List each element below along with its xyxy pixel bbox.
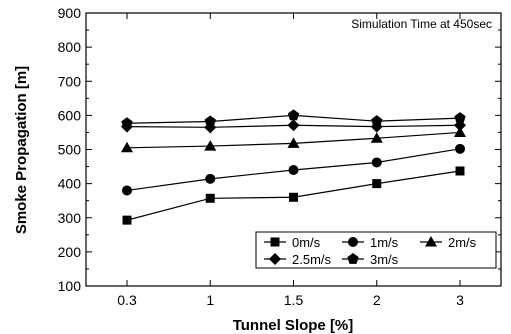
data-point [287, 119, 300, 132]
legend-label: 1m/s [370, 235, 399, 250]
data-point [454, 112, 466, 123]
y-axis: 100 200 300 400 500 600 700 800 900 [58, 5, 501, 294]
series-1m/s [122, 143, 465, 196]
x-axis: 0.3 1 1.5 2 3 [117, 13, 464, 308]
legend-entry: 2.5m/s [264, 252, 332, 267]
legend-label: 3m/s [370, 252, 399, 267]
data-point [287, 137, 300, 148]
data-point [455, 143, 465, 154]
chart-annotation: Simulation Time at 450sec [351, 17, 492, 31]
data-point [371, 157, 382, 168]
data-point [121, 117, 133, 129]
data-point [370, 132, 383, 143]
series-2m/s [121, 126, 466, 153]
data-point [204, 140, 217, 151]
y-tick-label: 800 [58, 39, 82, 55]
y-tick-label: 100 [58, 278, 82, 294]
x-tick-label: 1 [206, 292, 214, 308]
data-point [121, 141, 133, 153]
y-tick-label: 300 [58, 210, 82, 226]
legend: 0m/s 1m/s 2m/s 2.5m/s 3m/s [255, 231, 497, 269]
x-tick-label: 3 [456, 292, 464, 308]
x-axis-title: Tunnel Slope [%] [233, 317, 354, 334]
data-point [204, 115, 216, 127]
data-point [455, 166, 465, 176]
series-0m/s [122, 166, 465, 225]
x-tick-label: 2 [373, 292, 381, 308]
legend-marker [269, 253, 281, 265]
legend-label: 0m/s [292, 235, 321, 250]
y-tick-label: 700 [58, 73, 82, 89]
legend-entry: 0m/s [264, 235, 321, 250]
legend-label: 2m/s [448, 235, 477, 250]
legend-entry: 3m/s [342, 252, 399, 267]
data-point [289, 192, 298, 202]
data-point [371, 115, 383, 127]
data-point [454, 126, 466, 137]
y-tick-label: 200 [58, 244, 82, 260]
data-point [287, 109, 300, 121]
data-point [205, 173, 216, 184]
y-axis-title: Smoke Propagation [m] [13, 66, 30, 234]
legend-label: 2.5m/s [292, 252, 332, 267]
series-layer [121, 109, 466, 225]
data-point [372, 179, 382, 189]
series-3m/s [121, 109, 466, 129]
y-tick-label: 900 [58, 5, 82, 21]
data-point [122, 215, 132, 225]
data-point [288, 164, 299, 175]
legend-entry: 2m/s [420, 235, 477, 250]
data-point [205, 193, 215, 203]
legend-marker [347, 253, 359, 264]
legend-marker [270, 237, 280, 247]
legend-box [255, 231, 497, 269]
y-tick-label: 600 [58, 107, 82, 123]
x-tick-label: 1.5 [284, 292, 304, 308]
legend-entry: 1m/s [342, 235, 399, 250]
x-tick-label: 0.3 [117, 292, 137, 308]
y-tick-label: 500 [58, 142, 82, 158]
y-tick-label: 400 [58, 176, 82, 192]
legend-marker [425, 236, 437, 247]
legend-marker [348, 237, 358, 247]
data-point [122, 185, 132, 196]
